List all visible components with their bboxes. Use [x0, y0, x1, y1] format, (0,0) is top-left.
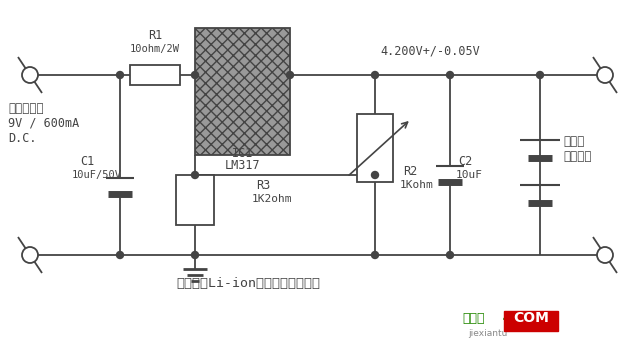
- Circle shape: [192, 251, 199, 259]
- Circle shape: [371, 251, 378, 259]
- Text: .: .: [502, 310, 507, 323]
- Text: R2: R2: [403, 165, 417, 178]
- Text: R1: R1: [148, 29, 162, 42]
- Circle shape: [371, 172, 378, 178]
- Text: COM: COM: [513, 311, 549, 325]
- Bar: [357, 114, 393, 182]
- Text: 10ohm/2W: 10ohm/2W: [130, 44, 180, 54]
- Circle shape: [116, 71, 123, 79]
- Bar: [130, 65, 180, 85]
- Text: IC1: IC1: [232, 147, 254, 160]
- Text: D.C.: D.C.: [8, 132, 36, 145]
- Text: 9V / 600mA: 9V / 600mA: [8, 117, 79, 130]
- Circle shape: [371, 71, 378, 79]
- Text: 最简单的Li-ion电池用标准充电器: 最简单的Li-ion电池用标准充电器: [176, 277, 320, 290]
- Circle shape: [116, 251, 123, 259]
- Text: jiexiantu: jiexiantu: [468, 329, 507, 338]
- Text: R3: R3: [256, 179, 271, 192]
- Text: 充电电池: 充电电池: [563, 150, 591, 163]
- Text: C1: C1: [80, 155, 94, 168]
- Bar: [176, 175, 214, 225]
- Circle shape: [597, 247, 613, 263]
- Circle shape: [446, 71, 453, 79]
- Text: C2: C2: [458, 155, 472, 168]
- Text: LM317: LM317: [225, 159, 261, 172]
- Circle shape: [192, 172, 199, 178]
- FancyBboxPatch shape: [504, 311, 558, 331]
- Text: 电源输入：: 电源输入：: [8, 102, 44, 115]
- Circle shape: [537, 71, 544, 79]
- Text: 接线图: 接线图: [462, 312, 485, 325]
- Bar: [195, 28, 290, 155]
- Text: 1K2ohm: 1K2ohm: [252, 194, 293, 204]
- Text: 4.200V+/-0.05V: 4.200V+/-0.05V: [380, 45, 480, 58]
- Text: 10uF: 10uF: [456, 170, 483, 180]
- Text: 锂离子: 锂离子: [563, 135, 584, 148]
- Circle shape: [446, 251, 453, 259]
- Circle shape: [286, 71, 293, 79]
- Text: 10uF/50V: 10uF/50V: [72, 170, 122, 180]
- Circle shape: [597, 67, 613, 83]
- Circle shape: [22, 247, 38, 263]
- Circle shape: [192, 71, 199, 79]
- Circle shape: [22, 67, 38, 83]
- Text: 1Kohm: 1Kohm: [400, 180, 434, 190]
